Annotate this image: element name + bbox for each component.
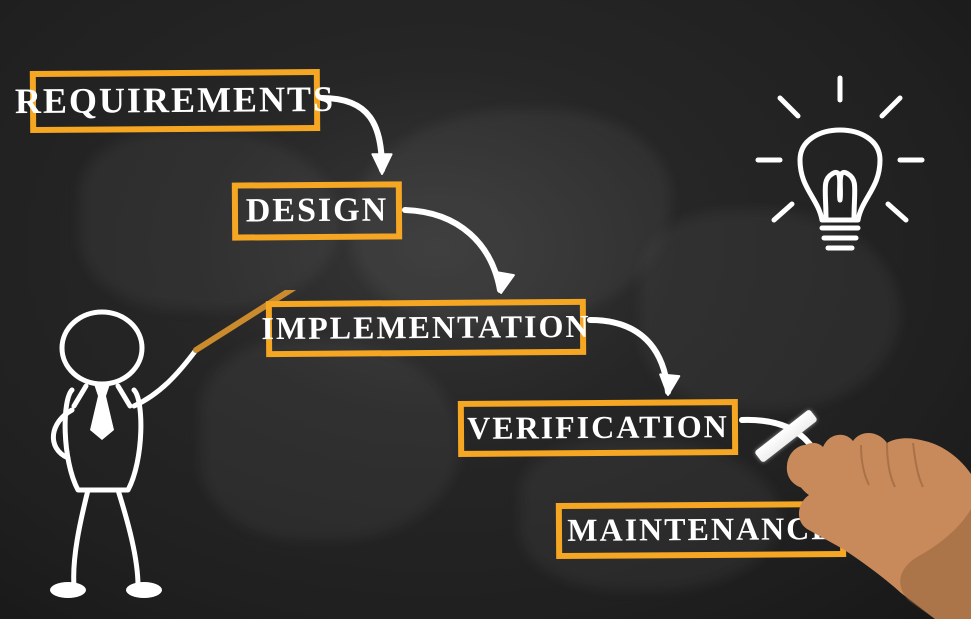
chalkboard-stage: REQUIREMENTS DESIGN IMPLEMENTATION VERIF…: [0, 0, 971, 619]
hand-with-chalk-icon: [711, 379, 971, 619]
